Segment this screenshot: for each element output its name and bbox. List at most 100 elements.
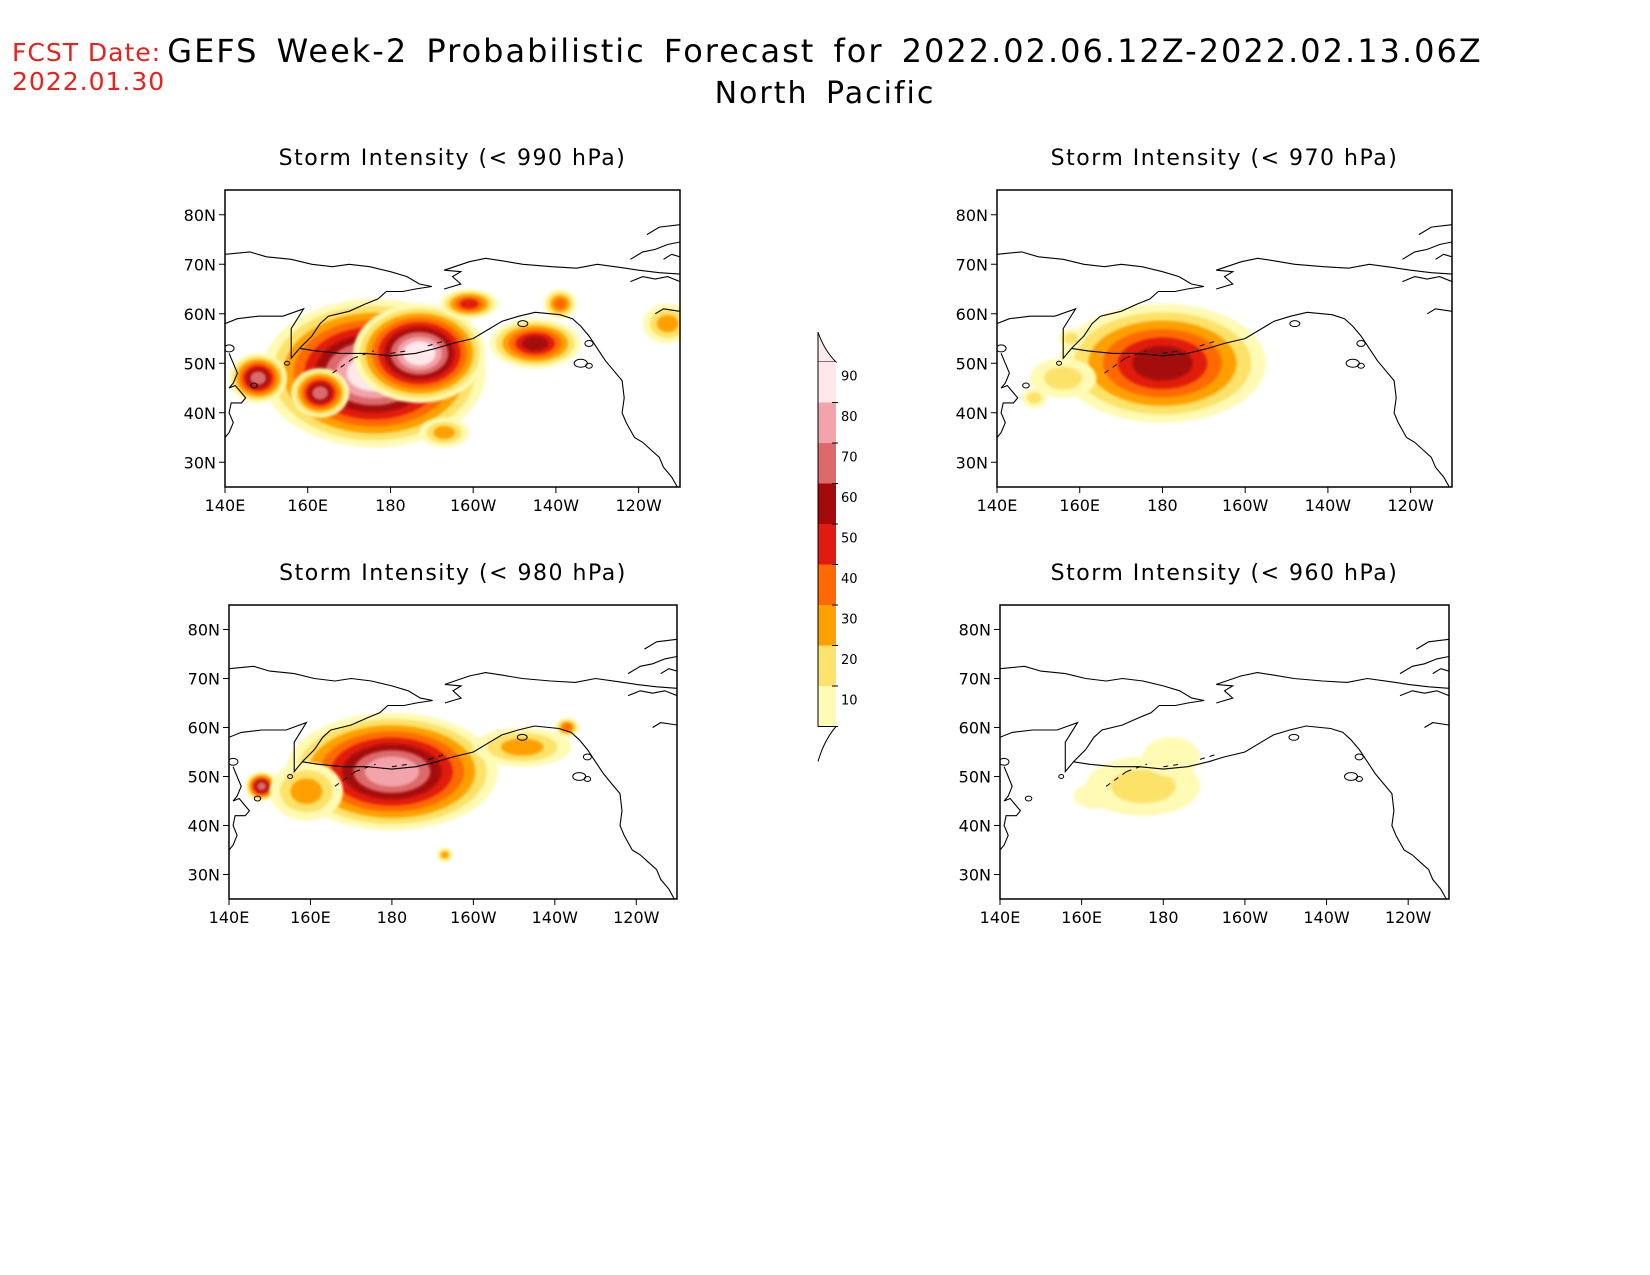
island-chain [1163,763,1180,768]
probability-contour [1073,783,1115,809]
map-frame [999,604,1450,900]
probability-contour [1142,737,1201,777]
probability-contour [521,336,549,351]
lat-tick-label: 40N [184,404,216,423]
lat-tick-label: 50N [188,768,220,787]
colorbar-band [818,443,836,484]
island [229,757,239,766]
probability-contour [501,738,544,756]
coastline [654,308,680,315]
colorbar-band [818,645,836,686]
lon-tick-label: 120W [613,908,660,927]
probability-contour [459,299,479,309]
island-chain [391,763,409,768]
map-frame [224,189,681,488]
colorbar-label: 10 [841,694,858,709]
island [517,320,529,328]
lon-tick-label: 140W [532,908,579,927]
lat-tick-label: 80N [184,206,216,225]
lat-tick-label: 80N [188,621,220,640]
lon-tick-label: 140W [533,496,580,515]
lat-tick-label: 70N [184,255,216,274]
coastline [1073,725,1447,899]
lon-tick-label: 160W [1222,908,1269,927]
coastline [229,665,433,774]
panel-title: Storm Intensity (< 990 hPa) [279,146,627,171]
lat-tick-label: 50N [959,768,991,787]
map-panel: Storm Intensity (< 960 hPa) 140E 160E 180 16… [959,561,1450,927]
coastline [1432,668,1449,675]
island [1056,360,1063,366]
island [253,795,262,802]
island-chain [1199,753,1217,760]
lat-tick-label: 40N [959,817,991,836]
island [250,382,258,389]
probability-contour [257,782,267,791]
lon-tick-label: 180 [1147,496,1178,515]
island [1357,362,1365,369]
panel-title: Storm Intensity (< 970 hPa) [1051,146,1399,171]
lon-tick-label: 160W [450,908,497,927]
lon-tick-label: 160E [1061,908,1102,927]
colorbar-label: 70 [841,451,858,466]
lat-tick-label: 60N [188,719,220,738]
coastline [646,224,680,236]
coastline [1402,241,1452,260]
island-chain [353,350,375,359]
coastline [652,722,677,728]
coastline [630,276,680,283]
island-chain [427,340,445,347]
map-panel: Storm Intensity (< 970 hPa) 140E 160E 180 16… [956,146,1453,515]
island [585,362,593,369]
coastline [1426,308,1452,315]
coastline [997,353,1019,438]
lat-tick-label: 40N [956,404,988,423]
colorbar-band [818,564,836,605]
island-chain [1199,340,1217,347]
lon-tick-label: 180 [1148,908,1179,927]
forecast-date: FCST Date: 2022.01.30 [12,38,165,96]
colorbar-band [818,402,836,443]
probability-contour [562,723,572,732]
probability-contour [433,426,455,439]
colorbar-label: 80 [841,410,858,425]
island [1354,753,1364,761]
island [1022,382,1030,389]
coastline [1000,766,1022,851]
island [584,339,594,347]
island [1024,795,1033,802]
colorbar-label: 60 [841,491,858,506]
coastline [225,251,432,360]
coastline [229,766,251,851]
colorbar-band [818,483,836,524]
probability-contour [1027,392,1042,404]
coastline [1435,253,1452,260]
lat-tick-label: 70N [956,255,988,274]
coastline [299,311,678,487]
coastline [660,668,677,675]
lon-tick-label: 140E [977,496,1018,515]
lon-tick-label: 120W [615,496,662,515]
coastline [444,672,677,704]
lat-tick-label: 40N [188,817,220,836]
lon-tick-label: 160E [287,496,328,515]
probability-contour [1110,769,1176,804]
coastline [1418,224,1452,236]
panel-title: Storm Intensity (< 980 hPa) [279,561,627,586]
probability-contour [441,851,449,859]
island-chain [1105,771,1127,787]
lon-tick-label: 120W [1387,496,1434,515]
coastline [644,638,677,650]
lon-tick-label: 140W [1303,908,1350,927]
lon-tick-label: 160E [1059,496,1100,515]
panel-title: Storm Intensity (< 960 hPa) [1051,561,1399,586]
coastline [1424,722,1449,728]
island-chain [1104,357,1126,374]
lat-tick-label: 50N [184,354,216,373]
colorbar-lower-cap [817,726,838,762]
map-panel: Storm Intensity (< 990 hPa) 140E 160E 180 16… [184,146,681,515]
island-chain [1125,350,1147,359]
lat-tick-label: 60N [184,305,216,324]
probability-contour [554,298,567,310]
island [516,733,528,741]
